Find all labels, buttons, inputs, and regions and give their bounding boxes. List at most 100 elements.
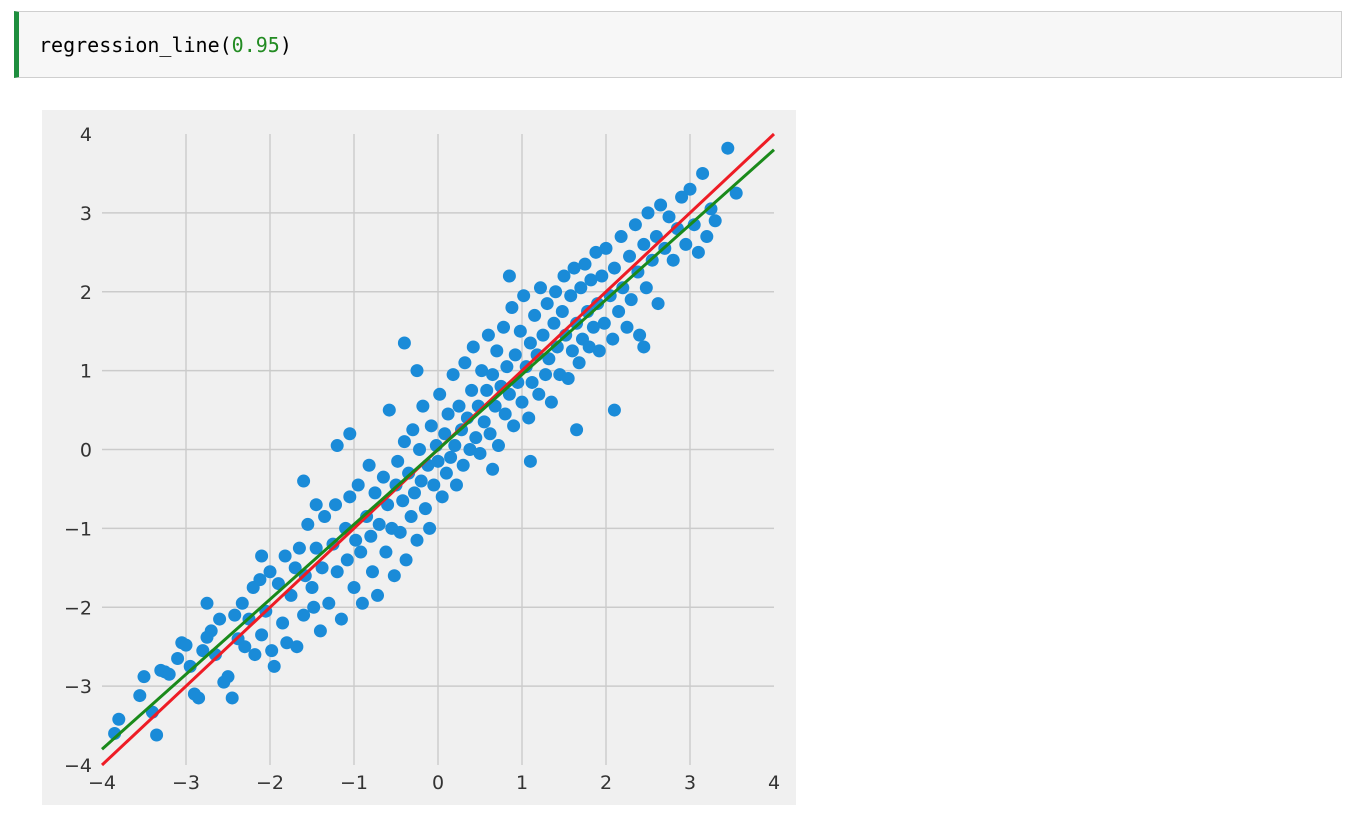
data-point	[354, 545, 368, 559]
data-point	[555, 304, 569, 318]
x-tick-label: −3	[172, 772, 200, 794]
code-cell[interactable]: regression_line(0.95)	[14, 11, 1342, 78]
x-tick-label: −1	[340, 772, 368, 794]
data-point	[549, 285, 563, 299]
data-point	[439, 466, 453, 480]
data-point	[315, 561, 329, 575]
data-point	[704, 202, 718, 216]
data-point	[637, 237, 651, 251]
fit-lines	[100, 132, 776, 767]
data-point	[490, 344, 504, 358]
data-point	[427, 478, 441, 492]
data-points	[108, 141, 743, 742]
data-point	[449, 478, 463, 492]
data-point	[255, 549, 269, 563]
data-point	[340, 553, 354, 567]
data-point	[691, 245, 705, 259]
data-point	[465, 383, 479, 397]
data-point	[564, 289, 578, 303]
data-point	[597, 316, 611, 330]
data-point	[382, 403, 396, 417]
data-point	[517, 289, 531, 303]
data-point	[330, 439, 344, 453]
data-point	[578, 257, 592, 271]
data-point	[305, 581, 319, 595]
data-point	[491, 439, 505, 453]
data-point	[589, 245, 603, 259]
data-point	[532, 387, 546, 401]
data-point	[486, 462, 500, 476]
y-tick-label: −3	[64, 676, 92, 698]
data-point	[271, 577, 285, 591]
data-point	[376, 470, 390, 484]
data-point	[539, 368, 553, 382]
data-point	[561, 372, 575, 386]
data-point	[292, 541, 306, 555]
y-tick-label: −4	[64, 755, 92, 777]
data-point	[481, 328, 495, 342]
data-point	[607, 403, 621, 417]
data-point	[225, 691, 239, 705]
data-point	[365, 565, 379, 579]
data-point	[662, 210, 676, 224]
data-point	[612, 304, 626, 318]
data-point	[171, 652, 185, 666]
data-point	[404, 510, 418, 524]
data-point	[267, 659, 281, 673]
data-point	[547, 316, 561, 330]
data-point	[410, 533, 424, 547]
data-point	[150, 728, 164, 742]
data-point	[402, 466, 416, 480]
data-point	[623, 249, 637, 263]
data-point	[544, 395, 558, 409]
data-point	[414, 474, 428, 488]
data-point	[607, 261, 621, 275]
data-point	[570, 423, 584, 437]
data-point	[290, 640, 304, 654]
data-point	[624, 293, 638, 307]
x-tick-label: −4	[88, 772, 116, 794]
tick-labels: −4 −3 −2 −1 0 1 2 3 4 −4 −3 −2 −1 0 1 2 3 4	[64, 124, 780, 794]
data-point	[508, 348, 522, 362]
data-point	[505, 301, 519, 315]
data-point	[721, 141, 735, 155]
data-point	[592, 344, 606, 358]
data-point	[371, 588, 385, 602]
data-point	[522, 411, 536, 425]
data-point	[628, 218, 642, 232]
data-point	[452, 399, 466, 413]
data-point	[696, 166, 710, 180]
grid	[102, 134, 774, 765]
data-point	[318, 510, 332, 524]
y-tick-label: −2	[64, 597, 92, 619]
data-point	[137, 670, 151, 684]
data-point	[513, 324, 527, 338]
y-tick-label: −1	[64, 518, 92, 540]
data-point	[651, 297, 665, 311]
data-point	[456, 458, 470, 472]
data-point	[557, 269, 571, 283]
data-point	[637, 340, 651, 354]
data-point	[431, 454, 445, 468]
data-point	[616, 281, 630, 295]
data-point	[620, 320, 634, 334]
y-tick-label: 0	[80, 440, 92, 462]
cell-output: −4 −3 −2 −1 0 1 2 3 4 −4 −3 −2 −1 0 1 2 3 4	[42, 110, 796, 805]
data-point	[112, 712, 126, 726]
data-point	[372, 517, 386, 531]
data-point	[397, 435, 411, 449]
data-point	[309, 541, 323, 555]
x-tick-label: −2	[256, 772, 284, 794]
data-point	[584, 273, 598, 287]
data-point	[399, 553, 413, 567]
standard-units-line	[101, 148, 775, 751]
data-point	[200, 596, 214, 610]
data-point	[278, 549, 292, 563]
data-point	[654, 198, 668, 212]
data-point	[297, 608, 311, 622]
data-point	[441, 407, 455, 421]
code-input[interactable]: regression_line(0.95)	[39, 32, 292, 58]
data-point	[498, 407, 512, 421]
data-point	[591, 297, 605, 311]
data-point	[410, 364, 424, 378]
